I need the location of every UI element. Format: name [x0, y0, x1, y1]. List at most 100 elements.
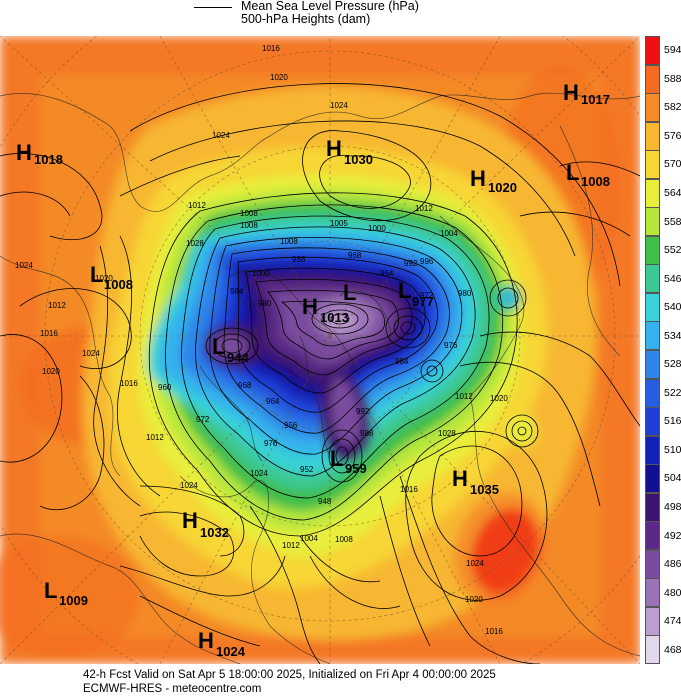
center-letter: L	[90, 262, 103, 287]
center-letter: H	[302, 294, 318, 319]
colorbar-swatch	[645, 578, 660, 608]
isobar-label: 968	[238, 381, 252, 390]
isobar-label: 1020	[42, 367, 60, 376]
colorbar-label: 528	[664, 358, 681, 371]
isobar-label: 1000	[252, 269, 270, 278]
center-value: 1020	[488, 180, 517, 195]
pressure-center-low: L 1009	[44, 578, 88, 608]
isobar-label: 1004	[300, 534, 318, 543]
pressure-center-low: L 977	[398, 278, 434, 309]
colorbar-swatch	[645, 150, 660, 180]
pressure-center-high: H 1018	[16, 140, 63, 167]
legend-mslp-label: Mean Sea Level Pressure (hPa)	[241, 0, 419, 13]
pressure-center-low: L 944	[212, 334, 249, 365]
colorbar-label: 468	[664, 643, 681, 656]
isobar-label: 1020	[95, 274, 113, 283]
forecast-valid-text: 42-h Fcst Valid on Sat Apr 5 18:00:00 20…	[83, 669, 496, 681]
colorbar-label: 498	[664, 501, 681, 513]
center-letter: L	[343, 280, 356, 305]
isobar-label: 1024	[82, 349, 100, 358]
center-letter: H	[326, 136, 342, 161]
colorbar-swatch	[645, 492, 660, 522]
colorbar-label: 504	[664, 472, 681, 485]
colorbar-swatch	[645, 207, 660, 237]
center-value: 1032	[200, 525, 229, 540]
isobar-label: 1008	[280, 237, 298, 246]
colorbar-swatch	[645, 178, 660, 208]
isobar-label: 984	[230, 287, 244, 296]
isobar-label: 1012	[415, 204, 433, 213]
isobar-label: 964	[380, 269, 394, 278]
center-value: 1018	[34, 152, 63, 167]
colorbar-swatch	[645, 321, 660, 351]
isobar-label: 1024	[15, 261, 33, 270]
isobar-label: 1016	[120, 379, 138, 388]
isobar-label: 996	[420, 257, 434, 266]
center-letter: H	[182, 508, 198, 533]
isobar-label: 1012	[146, 433, 164, 442]
colorbar-swatch	[645, 464, 660, 494]
isobar-label: 1020	[270, 73, 288, 82]
isobar-labels: 1016 1020 1024 1024 1024 1008 1008 1012 …	[15, 44, 508, 636]
colorbar-swatch	[645, 264, 660, 294]
isobar-label: 976	[264, 439, 278, 448]
isobar-label: 972	[196, 415, 210, 424]
isobar-label: 1012	[48, 301, 66, 310]
isobar-label: 992	[404, 259, 418, 268]
colorbar-label: 570	[664, 158, 681, 171]
center-value: 1009	[59, 593, 88, 608]
isobar-label: 948	[318, 497, 332, 506]
pressure-center-high: H 1017	[563, 80, 610, 107]
isobar-label: 1016	[262, 44, 280, 53]
isobar-label: 1012	[188, 201, 206, 210]
colorbar-label: 558	[664, 215, 681, 228]
center-letter: L	[566, 160, 579, 185]
center-letter: L	[398, 278, 411, 303]
isobar-label: 1016	[400, 485, 418, 494]
colorbar-swatch	[645, 407, 660, 437]
isobar-label: 980	[258, 299, 272, 308]
isobar-label: 1016	[40, 329, 58, 338]
center-letter: L	[330, 446, 343, 471]
isobar-label: 1012	[455, 392, 473, 401]
pressure-center-low: L 1008	[90, 262, 133, 292]
center-letter: L	[44, 578, 57, 603]
isobar-label: 1020	[465, 595, 483, 604]
isobar-label: 1005	[330, 219, 348, 228]
pressure-center-high: H 1032	[182, 508, 229, 540]
isobar-label: 1012	[282, 541, 300, 550]
colorbar-label: 540	[664, 301, 681, 314]
colorbar-swatch	[645, 435, 660, 465]
colorbar-label: 522	[664, 386, 681, 399]
colorbar-label: 576	[664, 129, 681, 142]
center-value: 977	[412, 294, 434, 309]
isobar-label: 964	[266, 397, 280, 406]
colorbar-label: 588	[664, 72, 681, 85]
isobar-label: 1000	[368, 224, 386, 233]
colorbar-label: 552	[664, 244, 681, 257]
pressure-center-high: H 1030	[326, 136, 373, 167]
coastlines	[0, 92, 640, 664]
colorbar-label: 594	[664, 44, 681, 57]
legend-line-swatch	[194, 7, 232, 8]
pressure-center-low: L 959	[330, 446, 367, 476]
colorbar-swatch	[645, 36, 660, 66]
isobar-label: 1008	[240, 209, 258, 218]
center-value: 1035	[470, 482, 499, 497]
legend-text: Mean Sea Level Pressure (hPa) 500-hPa He…	[241, 0, 419, 26]
center-value: 959	[345, 461, 367, 476]
center-letter: H	[16, 140, 32, 165]
colorbar-label: 546	[664, 272, 681, 285]
center-letter: H	[452, 466, 468, 491]
isobar-label: 952	[300, 465, 314, 474]
colorbar-swatch	[645, 235, 660, 265]
isobar-label: 1008	[335, 535, 353, 544]
footer: 42-h Fcst Valid on Sat Apr 5 18:00:00 20…	[0, 667, 640, 700]
isobar-label: 1024	[250, 469, 268, 478]
legend-header: Mean Sea Level Pressure (hPa) 500-hPa He…	[0, 0, 640, 34]
colorbar-swatch	[645, 635, 660, 665]
isobar-label: 972	[420, 291, 434, 300]
colorbar-label: 534	[664, 329, 681, 342]
map-svg: 1016 1020 1024 1024 1024 1008 1008 1012 …	[0, 36, 640, 664]
isobar-label: 980	[458, 289, 472, 298]
